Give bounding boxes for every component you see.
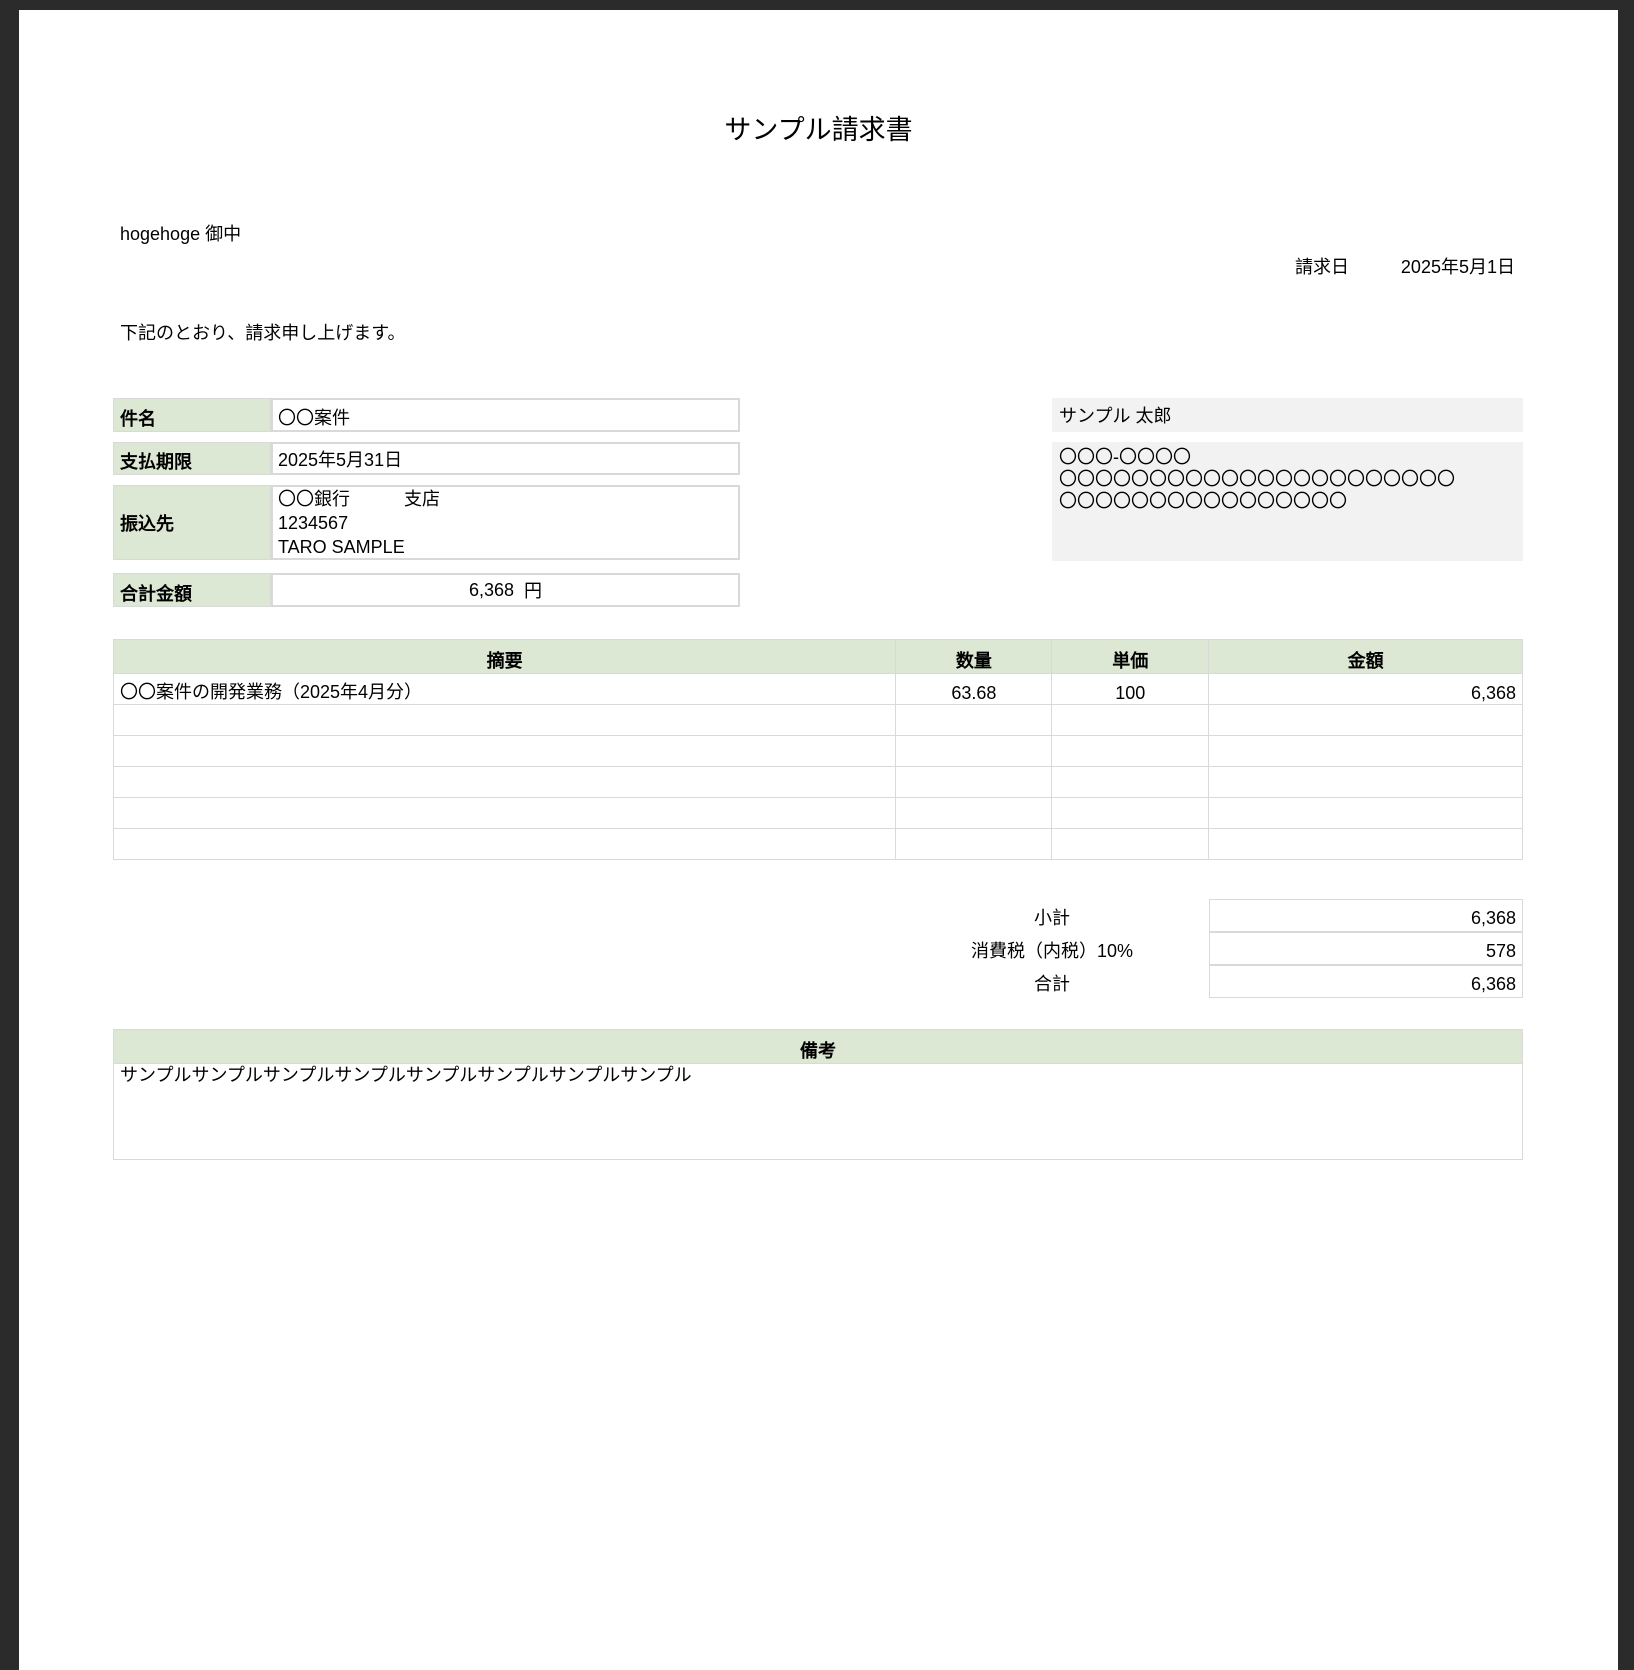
- due-value: 2025年5月31日: [271, 442, 740, 475]
- address-line: 〇〇〇〇〇〇〇〇〇〇〇〇〇〇〇〇〇〇〇〇〇〇: [1059, 469, 1455, 489]
- cell-amount: [1208, 797, 1523, 829]
- cell-amount: [1208, 704, 1523, 736]
- cell-amount: [1208, 828, 1523, 860]
- due-label: 支払期限: [113, 442, 271, 475]
- invoice-date: 2025年5月1日: [1400, 257, 1515, 277]
- cell-description: [112, 797, 897, 829]
- cell-amount: [1208, 735, 1523, 767]
- bank-label: 振込先: [113, 485, 271, 560]
- subject-label: 件名: [113, 398, 271, 432]
- address-line: 〇〇〇〇〇〇〇〇〇〇〇〇〇〇〇〇: [1059, 491, 1347, 511]
- cell-quantity: 63.68: [895, 673, 1053, 705]
- totals-label: 消費税（内税）10%: [970, 941, 1134, 961]
- remarks-box: 備考 サンプルサンプルサンプルサンプルサンプルサンプルサンプルサンプル: [113, 1029, 1523, 1160]
- total-amount-value: 6,368 円: [271, 573, 740, 607]
- totals-label: 合計: [1034, 974, 1070, 994]
- issuer-address: 〇〇〇-〇〇〇〇 〇〇〇〇〇〇〇〇〇〇〇〇〇〇〇〇〇〇〇〇〇〇 〇〇〇〇〇〇〇〇…: [1052, 442, 1523, 561]
- table-row: [112, 828, 1523, 860]
- cell-unit-price: [1051, 828, 1210, 860]
- cell-amount: [1208, 766, 1523, 798]
- account-number: 1234567: [278, 512, 349, 533]
- issuer-name: サンプル 太郎: [1052, 398, 1523, 432]
- table-row: [112, 797, 1523, 829]
- bank-name: 〇〇銀行 支店: [278, 488, 440, 509]
- total-amount: 6,368: [468, 579, 515, 600]
- cell-amount: 6,368: [1208, 673, 1523, 705]
- recipient: hogehoge 御中: [120, 224, 242, 244]
- table-row: [112, 704, 1523, 736]
- yen-unit: 円: [524, 581, 543, 601]
- totals-value: 6,368: [1209, 899, 1523, 932]
- account-holder: TARO SAMPLE: [278, 536, 405, 557]
- table-row: [112, 735, 1523, 767]
- cell-description: [112, 735, 897, 767]
- totals-value: 6,368: [1209, 965, 1523, 998]
- table-row: [112, 766, 1523, 798]
- postal-code: 〇〇〇-〇〇〇〇: [1059, 447, 1191, 467]
- cell-quantity: [895, 735, 1053, 767]
- header-description: 摘要: [112, 639, 897, 674]
- invoice-page: サンプル請求書 hogehoge 御中 請求日 2025年5月1日 下記のとおり…: [19, 10, 1618, 1670]
- table-row: 〇〇案件の開発業務（2025年4月分） 63.68 100 6,368: [112, 673, 1523, 705]
- items-table: 摘要 数量 単価 金額 〇〇案件の開発業務（2025年4月分） 63.68 100 6…: [112, 639, 1523, 860]
- header-quantity: 数量: [895, 639, 1053, 674]
- totals-value: 578: [1209, 932, 1523, 965]
- subject-value: 〇〇案件: [271, 398, 740, 432]
- header-unit-price: 単価: [1051, 639, 1210, 674]
- cell-description: [112, 766, 897, 798]
- intro-text: 下記のとおり、請求申し上げます。: [120, 323, 406, 343]
- cell-unit-price: [1051, 766, 1210, 798]
- cell-quantity: [895, 766, 1053, 798]
- cell-quantity: [895, 828, 1053, 860]
- cell-description: [112, 704, 897, 736]
- cell-unit-price: 100: [1051, 673, 1210, 705]
- page-title: サンプル請求書: [724, 115, 913, 145]
- cell-quantity: [895, 704, 1053, 736]
- cell-unit-price: [1051, 704, 1210, 736]
- totals-label: 小計: [1034, 908, 1070, 928]
- bank-value: 〇〇銀行 支店 1234567 TARO SAMPLE: [271, 485, 740, 560]
- header-amount: 金額: [1208, 639, 1523, 674]
- cell-quantity: [895, 797, 1053, 829]
- cell-unit-price: [1051, 735, 1210, 767]
- cell-description: [112, 828, 897, 860]
- remarks-text: サンプルサンプルサンプルサンプルサンプルサンプルサンプルサンプル: [120, 1065, 692, 1085]
- remarks-label: 備考: [114, 1030, 1522, 1064]
- cell-description: 〇〇案件の開発業務（2025年4月分）: [112, 673, 897, 705]
- cell-unit-price: [1051, 797, 1210, 829]
- invoice-date-label: 請求日: [1295, 257, 1349, 277]
- total-amount-label: 合計金額: [113, 573, 271, 607]
